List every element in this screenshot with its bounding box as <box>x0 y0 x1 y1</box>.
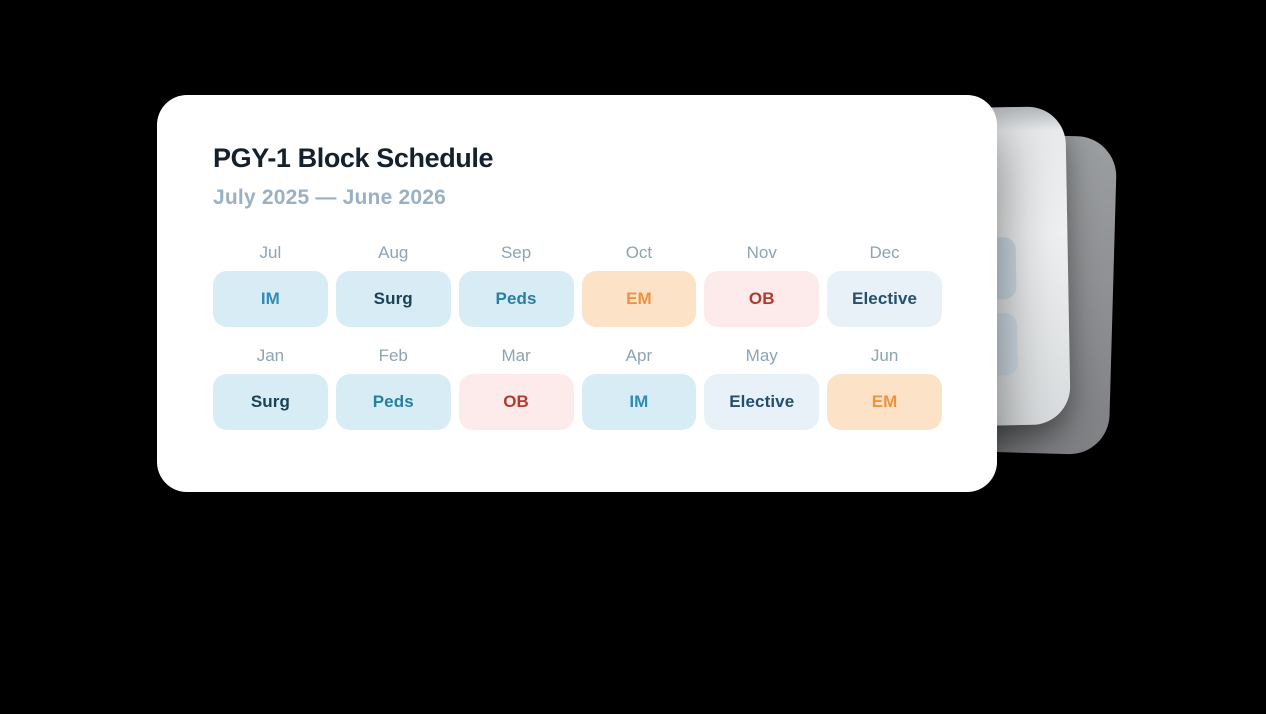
block-cell-dec[interactable]: Elective <box>827 271 942 327</box>
month-label-jul: Jul <box>259 243 282 262</box>
block-cell-sep[interactable]: Peds <box>458 271 574 327</box>
month-label-dec: Dec <box>869 243 900 262</box>
month-label-mar: Mar <box>501 346 531 365</box>
month-label-aug: Aug <box>378 243 409 262</box>
block-cell-jan[interactable]: Surg <box>213 374 328 430</box>
month-slot-jan: Jan Surg <box>213 346 328 430</box>
block-cell-aug[interactable]: Surg <box>335 271 451 327</box>
month-slot-jun: Jun EM <box>827 346 942 430</box>
month-label-jan: Jan <box>256 346 285 365</box>
month-slot-aug: Aug Surg <box>335 243 451 327</box>
month-label-oct: Oct <box>625 243 653 262</box>
month-slot-oct: Oct EM <box>581 243 697 327</box>
month-label-apr: Apr <box>625 346 653 365</box>
block-cell-apr[interactable]: IM <box>581 374 697 430</box>
month-slot-sep: Sep Peds <box>458 243 574 327</box>
month-label-jun: Jun <box>870 346 899 365</box>
month-slot-apr: Apr IM <box>581 346 697 430</box>
month-slot-jul: Jul IM <box>213 243 328 327</box>
month-label-nov: Nov <box>746 243 777 262</box>
schedule-grid: Jul IM Aug Surg Sep Peds Oct EM Nov OB Dec Elective… <box>213 243 942 430</box>
block-cell-jun[interactable]: EM <box>827 374 942 430</box>
month-slot-dec: Dec Elective <box>827 243 942 327</box>
schedule-card: PGY-1 Block Schedule July 2025 — June 20… <box>157 95 997 492</box>
month-slot-feb: Feb Peds <box>335 346 451 430</box>
block-cell-feb[interactable]: Peds <box>335 374 451 430</box>
date-range-subtitle: July 2025 — June 2026 <box>213 186 447 209</box>
month-slot-may: May Elective <box>704 346 820 430</box>
page-title: PGY-1 Block Schedule <box>213 143 494 173</box>
block-cell-oct[interactable]: EM <box>581 271 697 327</box>
month-slot-nov: Nov OB <box>704 243 820 327</box>
block-cell-jul[interactable]: IM <box>213 271 328 327</box>
month-label-may: May <box>745 346 778 365</box>
block-cell-may[interactable]: Elective <box>704 374 820 430</box>
block-cell-nov[interactable]: OB <box>704 271 820 327</box>
month-label-feb: Feb <box>378 346 408 365</box>
month-label-sep: Sep <box>500 243 532 262</box>
block-cell-mar[interactable]: OB <box>458 374 574 430</box>
month-slot-mar: Mar OB <box>458 346 574 430</box>
